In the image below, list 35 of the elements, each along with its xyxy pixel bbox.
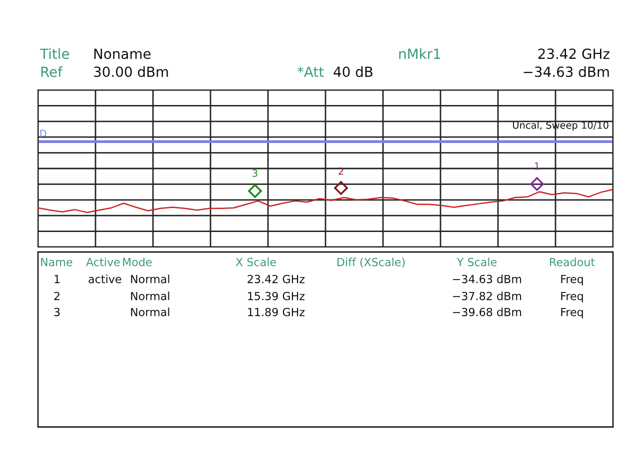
text: Normal (131, 292, 170, 300)
text: Normal (131, 308, 170, 316)
text: 15.39 GHz (248, 292, 305, 300)
text: Noname (94, 48, 151, 60)
text: −37.82 dBm (453, 292, 522, 300)
ref-line-label: D (40, 130, 46, 137)
text: 3 (252, 169, 258, 177)
text: Freq (561, 308, 583, 318)
text: Diff (XScale) (338, 258, 405, 268)
text: Title (40, 48, 70, 60)
text: Mode (123, 258, 152, 266)
text: 2 (338, 167, 344, 175)
text: −34.63 dBm (453, 274, 522, 284)
text: 3 (54, 308, 60, 316)
text: Active (86, 258, 120, 266)
text: 40 dB (334, 66, 372, 78)
text: Freq (561, 292, 583, 302)
text: nMkr1 (399, 48, 440, 59)
text: 1 (54, 274, 60, 284)
text: Name (41, 258, 72, 266)
text: Ref (41, 66, 63, 78)
text: Readout (550, 258, 595, 266)
text: 2 (54, 292, 60, 300)
text: Freq (561, 274, 583, 286)
text: active (88, 274, 122, 284)
text: Normal (131, 274, 170, 284)
text: −39.68 dBm (453, 308, 522, 316)
text: Y Scale (456, 258, 497, 266)
text: *Att (297, 66, 324, 77)
text: X Scale (236, 258, 276, 266)
text: 23.42 GHz (248, 274, 305, 284)
text: 11.89 GHz (248, 308, 305, 316)
text: −34.63 dBm (524, 66, 609, 78)
text: 23.42 GHz (538, 48, 610, 60)
text: 30.00 dBm (94, 66, 168, 78)
